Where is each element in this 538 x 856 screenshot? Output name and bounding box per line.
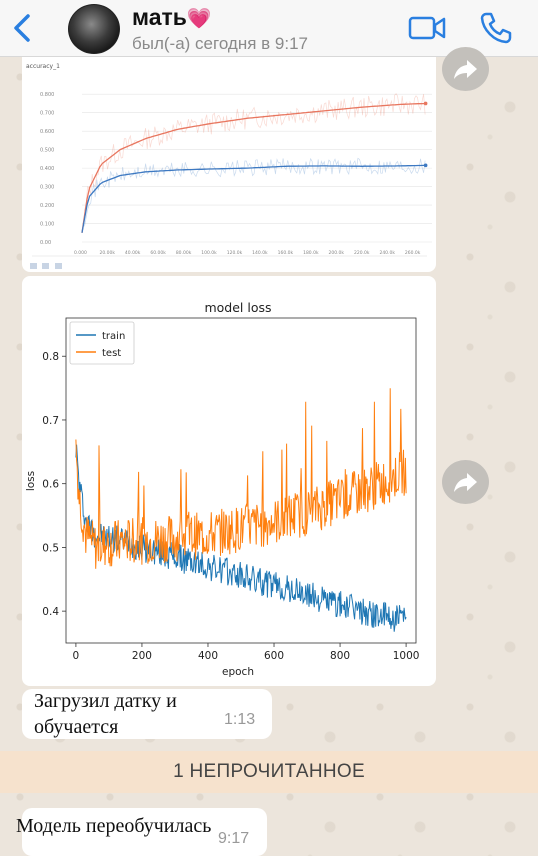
unread-banner: 1 НЕПРОЧИТАННОЕ <box>0 751 538 793</box>
phone-call-icon[interactable] <box>478 10 514 46</box>
heart-emoji: 💗 <box>186 8 212 30</box>
series-line-test <box>75 388 407 569</box>
y-tick-label: 0.7 <box>42 415 59 427</box>
x-tick-label: 800 <box>330 650 350 662</box>
smoothed-series-line <box>81 164 426 233</box>
y-tick-label: 0.300 <box>40 185 54 191</box>
y-axis-label: loss <box>25 471 37 491</box>
message-time: 9:17 <box>218 830 250 847</box>
x-tick-label: 600 <box>264 650 284 662</box>
back-chevron-icon[interactable] <box>8 10 36 46</box>
x-tick-label: 100.0k <box>201 250 217 256</box>
x-tick-label: 240.0k <box>379 250 395 256</box>
x-tick-label: 80.00k <box>176 250 192 256</box>
chat-header: мать💗 был(-а) сегодня в 9:17 <box>0 0 538 57</box>
toolbar-icon <box>30 263 37 269</box>
avatar[interactable] <box>68 4 120 54</box>
y-tick-label: 0.500 <box>40 148 54 154</box>
y-tick-label: 0.4 <box>42 606 59 618</box>
raw-series-line <box>84 157 426 227</box>
contact-name-text: мать <box>132 4 187 30</box>
series-end-point <box>423 101 428 106</box>
x-tick-label: 200.0k <box>329 250 345 256</box>
y-tick-label: 0.8 <box>42 351 59 363</box>
message-text: Модель переобучилась <box>16 815 212 837</box>
toolbar-icon <box>42 263 49 269</box>
last-seen-status: был(-а) сегодня в 9:17 <box>132 34 308 53</box>
chart-title: model loss <box>204 300 271 315</box>
y-tick-label: 0.400 <box>40 166 54 172</box>
x-tick-label: 220.0k <box>354 250 370 256</box>
plot-frame <box>65 317 417 644</box>
legend-box <box>69 321 135 365</box>
image-message-loss[interactable]: model loss 0 200 400 600 800 1000 0.4 0.5 0.6 0.7 0… <box>22 276 436 686</box>
x-tick-label: 20.00k <box>99 250 115 256</box>
y-tick-label: 0.100 <box>40 222 54 228</box>
chart-title: accuracy_1 <box>26 63 60 70</box>
y-tick-label: 0.200 <box>40 203 54 209</box>
text-message[interactable]: Загрузил датку и обучается 1:13 <box>22 689 272 739</box>
series-end-point <box>423 163 428 168</box>
contact-name[interactable]: мать💗 <box>132 4 212 31</box>
x-tick-label: 260.0k <box>405 250 421 256</box>
x-tick-label: 140.0k <box>252 250 268 256</box>
x-tick-label: 400 <box>198 650 218 662</box>
raw-series-line <box>84 93 426 211</box>
x-tick-label: 200 <box>132 650 152 662</box>
y-tick-label: 0.600 <box>40 129 54 135</box>
video-call-icon[interactable] <box>408 14 446 42</box>
message-time: 1:13 <box>224 711 256 728</box>
loss-chart: model loss 0 200 400 600 800 1000 0.4 0.5 0.6 0.7 0… <box>25 300 420 678</box>
forward-arrow-icon <box>454 473 477 492</box>
y-tick-label: 0.800 <box>40 92 54 98</box>
x-tick-label: 0.000 <box>74 250 87 256</box>
x-tick-label: 120.0k <box>227 250 243 256</box>
x-tick-label: 40.00k <box>125 250 141 256</box>
smoothed-series-line <box>81 102 426 233</box>
message-text-line2: обучается <box>34 716 119 738</box>
x-axis-label: epoch <box>222 666 254 678</box>
x-tick-label: 160.0k <box>278 250 294 256</box>
x-tick-label: 1000 <box>393 650 420 662</box>
legend-label: train <box>102 331 125 342</box>
accuracy-chart: accuracy_1 0.00 0.100 0.200 0.300 0.400 0.500 0… <box>26 63 432 269</box>
image-message-accuracy[interactable]: accuracy_1 0.00 0.100 0.200 0.300 0.400 0.500 0… <box>22 57 436 272</box>
series-line-train <box>75 444 407 632</box>
y-tick-label: 0.00 <box>40 240 51 246</box>
legend-label: test <box>102 348 121 359</box>
y-tick-label: 0.5 <box>42 542 59 554</box>
forward-arrow-icon <box>454 60 477 79</box>
forward-button[interactable] <box>442 47 489 91</box>
x-tick-label: 180.0k <box>303 250 319 256</box>
message-text-line1: Загрузил датку и <box>34 690 177 712</box>
forward-button[interactable] <box>442 460 489 504</box>
text-message[interactable]: Модель переобучилась 9:17 <box>16 808 267 856</box>
y-tick-label: 0.700 <box>40 111 54 117</box>
toolbar-icon <box>55 263 62 269</box>
x-tick-label: 0 <box>73 650 80 662</box>
x-tick-label: 60.00k <box>150 250 166 256</box>
y-tick-label: 0.6 <box>42 479 59 491</box>
